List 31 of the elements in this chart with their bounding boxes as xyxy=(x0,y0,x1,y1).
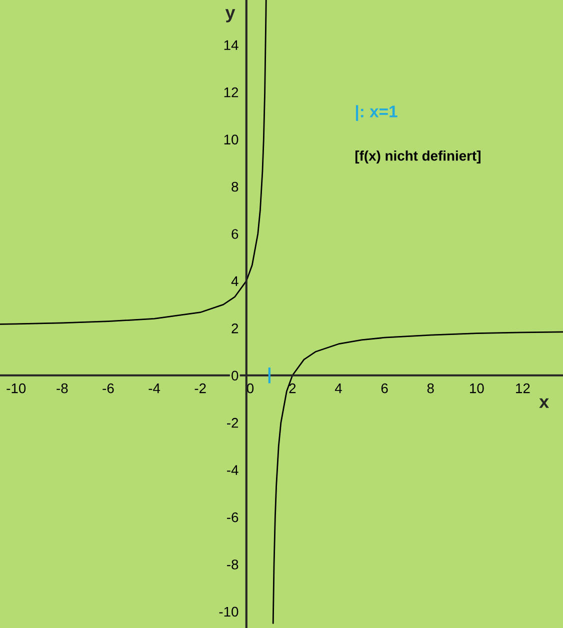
y-tick-label: 12 xyxy=(224,87,238,98)
x-tick-label: -10 xyxy=(6,383,26,394)
line-series xyxy=(272,331,563,624)
y-tick-label: 14 xyxy=(224,40,238,50)
y-tick-label: 4 xyxy=(231,276,238,286)
y-tick-label: -6 xyxy=(227,512,238,522)
y-tick-label: -2 xyxy=(227,418,238,428)
x-tick-label: 2 xyxy=(289,383,296,394)
y-tick-label: -10 xyxy=(219,606,238,617)
line-series xyxy=(0,0,267,325)
annotation: |: x=1 xyxy=(356,105,398,121)
y-tick-label: -8 xyxy=(227,560,238,570)
y-tick-label: 2 xyxy=(232,324,238,334)
x-tick-label: 8 xyxy=(427,383,434,394)
y-tick-label: 6 xyxy=(232,229,238,239)
x-tick-label: -2 xyxy=(194,383,206,394)
x-tick-label: 10 xyxy=(470,383,484,394)
x-tick-label: 6 xyxy=(381,383,388,394)
y-tick-label: 0 xyxy=(232,370,238,381)
x-tick-label: 12 xyxy=(516,383,530,394)
x-tick-label: -6 xyxy=(102,383,114,394)
annotation: | xyxy=(268,367,270,384)
y-axis-title: y xyxy=(225,9,236,22)
x-tick-label: 4 xyxy=(334,384,342,394)
y-tick-label: 8 xyxy=(232,182,238,192)
y-tick-label: 10 xyxy=(224,134,238,144)
x-tick-label: -8 xyxy=(56,383,68,394)
x-tick-label: -4 xyxy=(148,384,160,394)
y-tick-label: -4 xyxy=(227,465,238,475)
x-axis-title: x xyxy=(539,398,549,408)
annotation: [f(x) nicht definiert] xyxy=(355,150,480,164)
